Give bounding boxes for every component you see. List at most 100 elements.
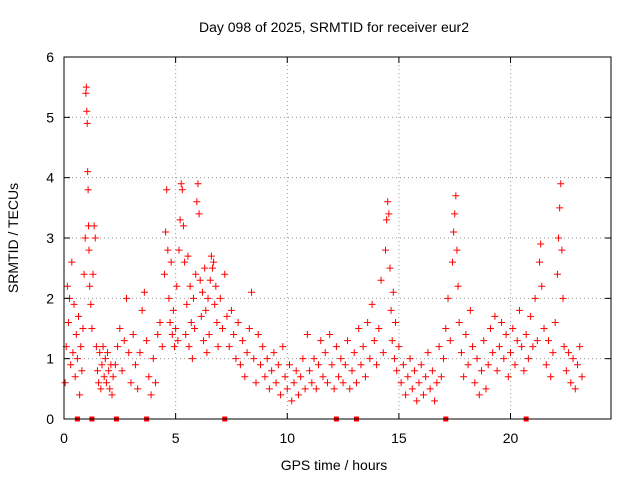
- data-point: [200, 337, 208, 345]
- data-point: [473, 355, 481, 363]
- data-point: [166, 318, 174, 326]
- data-point: [319, 373, 327, 381]
- data-point: [136, 349, 144, 357]
- data-point: [540, 325, 548, 332]
- data-point: [176, 216, 184, 224]
- data-point: [422, 373, 430, 381]
- data-point: [551, 318, 559, 326]
- y-tick-label: 5: [46, 109, 54, 125]
- data-point: [265, 385, 273, 393]
- data-point: [134, 385, 142, 393]
- data-point: [482, 385, 490, 393]
- data-point: [442, 325, 450, 332]
- axis-ticks: 0 1 2 3 4 5 6 0 5 10 15 20: [46, 49, 611, 446]
- data-point: [61, 379, 69, 387]
- data-point: [188, 355, 196, 363]
- data-point: [379, 349, 387, 357]
- data-point: [402, 391, 410, 399]
- data-point: [435, 343, 443, 351]
- data-point: [203, 349, 211, 357]
- data-point: [182, 331, 190, 339]
- data-point: [352, 379, 360, 387]
- data-point: [308, 379, 316, 387]
- data-point: [388, 337, 396, 345]
- data-point: [76, 391, 84, 399]
- data-point: [562, 367, 570, 375]
- data-point: [392, 318, 400, 326]
- data-point: [114, 343, 122, 351]
- x-tick-label: 15: [391, 430, 407, 446]
- data-point: [569, 355, 577, 363]
- data-point: [415, 379, 423, 387]
- data-point: [361, 373, 369, 381]
- data-point: [272, 379, 280, 387]
- data-point: [178, 186, 186, 194]
- data-point: [558, 246, 566, 254]
- data-point: [143, 337, 151, 345]
- data-point: [288, 397, 296, 405]
- data-point: [213, 318, 221, 326]
- data-point: [350, 349, 358, 357]
- data-point: [64, 318, 72, 326]
- data-point: [68, 258, 76, 266]
- data-point: [206, 276, 214, 284]
- data-point: [163, 186, 171, 194]
- data-point: [174, 337, 182, 345]
- data-point: [444, 294, 452, 302]
- data-point: [375, 325, 383, 332]
- data-point: [478, 367, 486, 375]
- data-point: [79, 325, 87, 332]
- data-point: [498, 318, 506, 326]
- data-point: [452, 192, 460, 200]
- data-point: [248, 288, 256, 296]
- x-tick-label: 5: [172, 430, 180, 446]
- data-point: [171, 343, 179, 351]
- data-point: [140, 288, 148, 296]
- data-point: [173, 282, 181, 290]
- data-point: [486, 325, 494, 332]
- data-point: [181, 258, 189, 266]
- data-point: [576, 343, 584, 351]
- data-point: [556, 204, 564, 212]
- data-point: [138, 306, 146, 314]
- data-point: [515, 306, 523, 314]
- data-point: [560, 343, 568, 351]
- data-point: [263, 355, 271, 363]
- data-point: [359, 343, 367, 351]
- data-point: [368, 300, 376, 308]
- data-point: [417, 361, 425, 369]
- data-point: [303, 331, 311, 339]
- data-point: [366, 355, 374, 363]
- data-point: [109, 373, 117, 381]
- data-point: [158, 343, 166, 351]
- data-point: [91, 234, 99, 242]
- data-point: [243, 349, 251, 357]
- x-tick-label: 10: [279, 430, 295, 446]
- data-point: [299, 355, 307, 363]
- data-point: [241, 373, 249, 381]
- data-point: [193, 198, 201, 206]
- data-point: [321, 349, 329, 357]
- data-point: [101, 355, 109, 363]
- data-point: [98, 361, 106, 369]
- data-point: [125, 349, 133, 357]
- data-point: [399, 361, 407, 369]
- data-point: [384, 198, 392, 206]
- data-point: [370, 337, 378, 345]
- data-point: [524, 355, 532, 363]
- y-tick-label: 4: [46, 170, 54, 186]
- data-point: [495, 343, 503, 351]
- data-point: [571, 385, 579, 393]
- data-point: [457, 349, 465, 357]
- data-point: [172, 325, 180, 332]
- data-point: [252, 379, 260, 387]
- data-point: [504, 373, 512, 381]
- data-point: [460, 373, 468, 381]
- data-point: [69, 349, 77, 357]
- data-point: [82, 83, 90, 91]
- data-point: [538, 282, 546, 290]
- data-point: [164, 246, 172, 254]
- y-tick-label: 1: [46, 351, 54, 367]
- data-point: [210, 258, 218, 266]
- data-point: [221, 270, 229, 278]
